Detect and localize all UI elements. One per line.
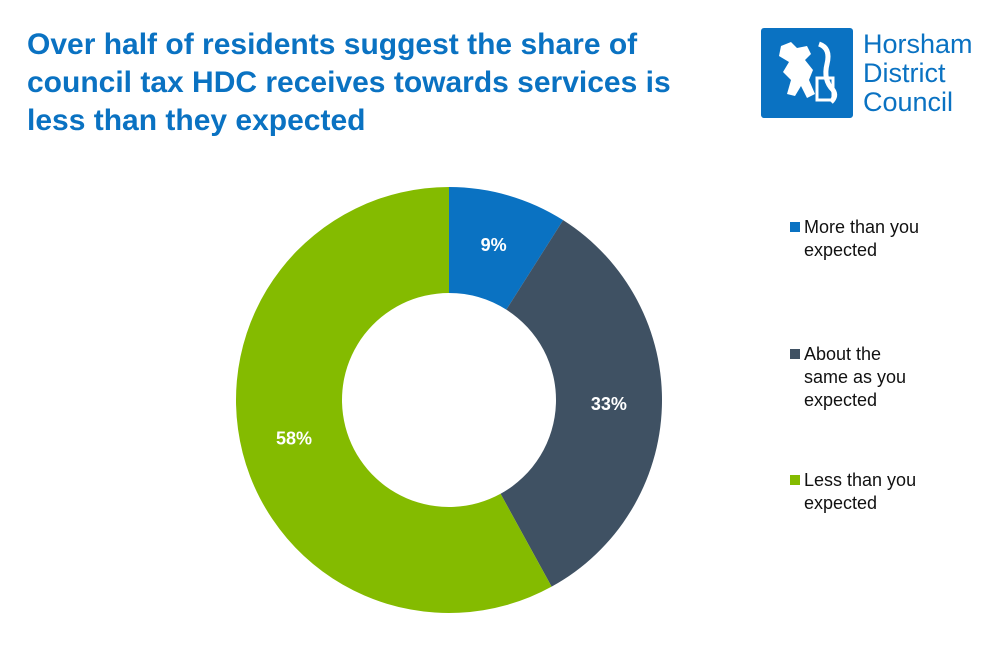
legend-swatch — [790, 349, 800, 359]
donut-segment — [449, 187, 564, 310]
data-label: 9% — [481, 235, 507, 255]
legend-item: About the same as you expected — [790, 343, 944, 412]
legend-label: About the same as you expected — [804, 344, 907, 410]
legend-swatch — [790, 222, 800, 232]
data-label: 33% — [591, 394, 627, 414]
logo-line: Horsham — [863, 29, 973, 59]
logo-mark — [761, 28, 853, 118]
donut-segment — [500, 220, 662, 587]
logo-line: District — [863, 58, 946, 88]
legend-item: Less than you expected — [790, 469, 944, 515]
legend-swatch — [790, 475, 800, 485]
legend-label: Less than you expected — [804, 470, 917, 513]
legend-item: More than you expected — [790, 216, 944, 262]
logo-line: Council — [863, 87, 954, 117]
legend-label: More than you expected — [804, 217, 920, 260]
logo: Horsham District Council — [761, 28, 991, 120]
data-label: 58% — [276, 429, 312, 449]
chart-title: Over half of residents suggest the share… — [27, 28, 671, 137]
donut-segment — [235, 187, 552, 613]
logo-text: Horsham District Council — [863, 30, 973, 117]
